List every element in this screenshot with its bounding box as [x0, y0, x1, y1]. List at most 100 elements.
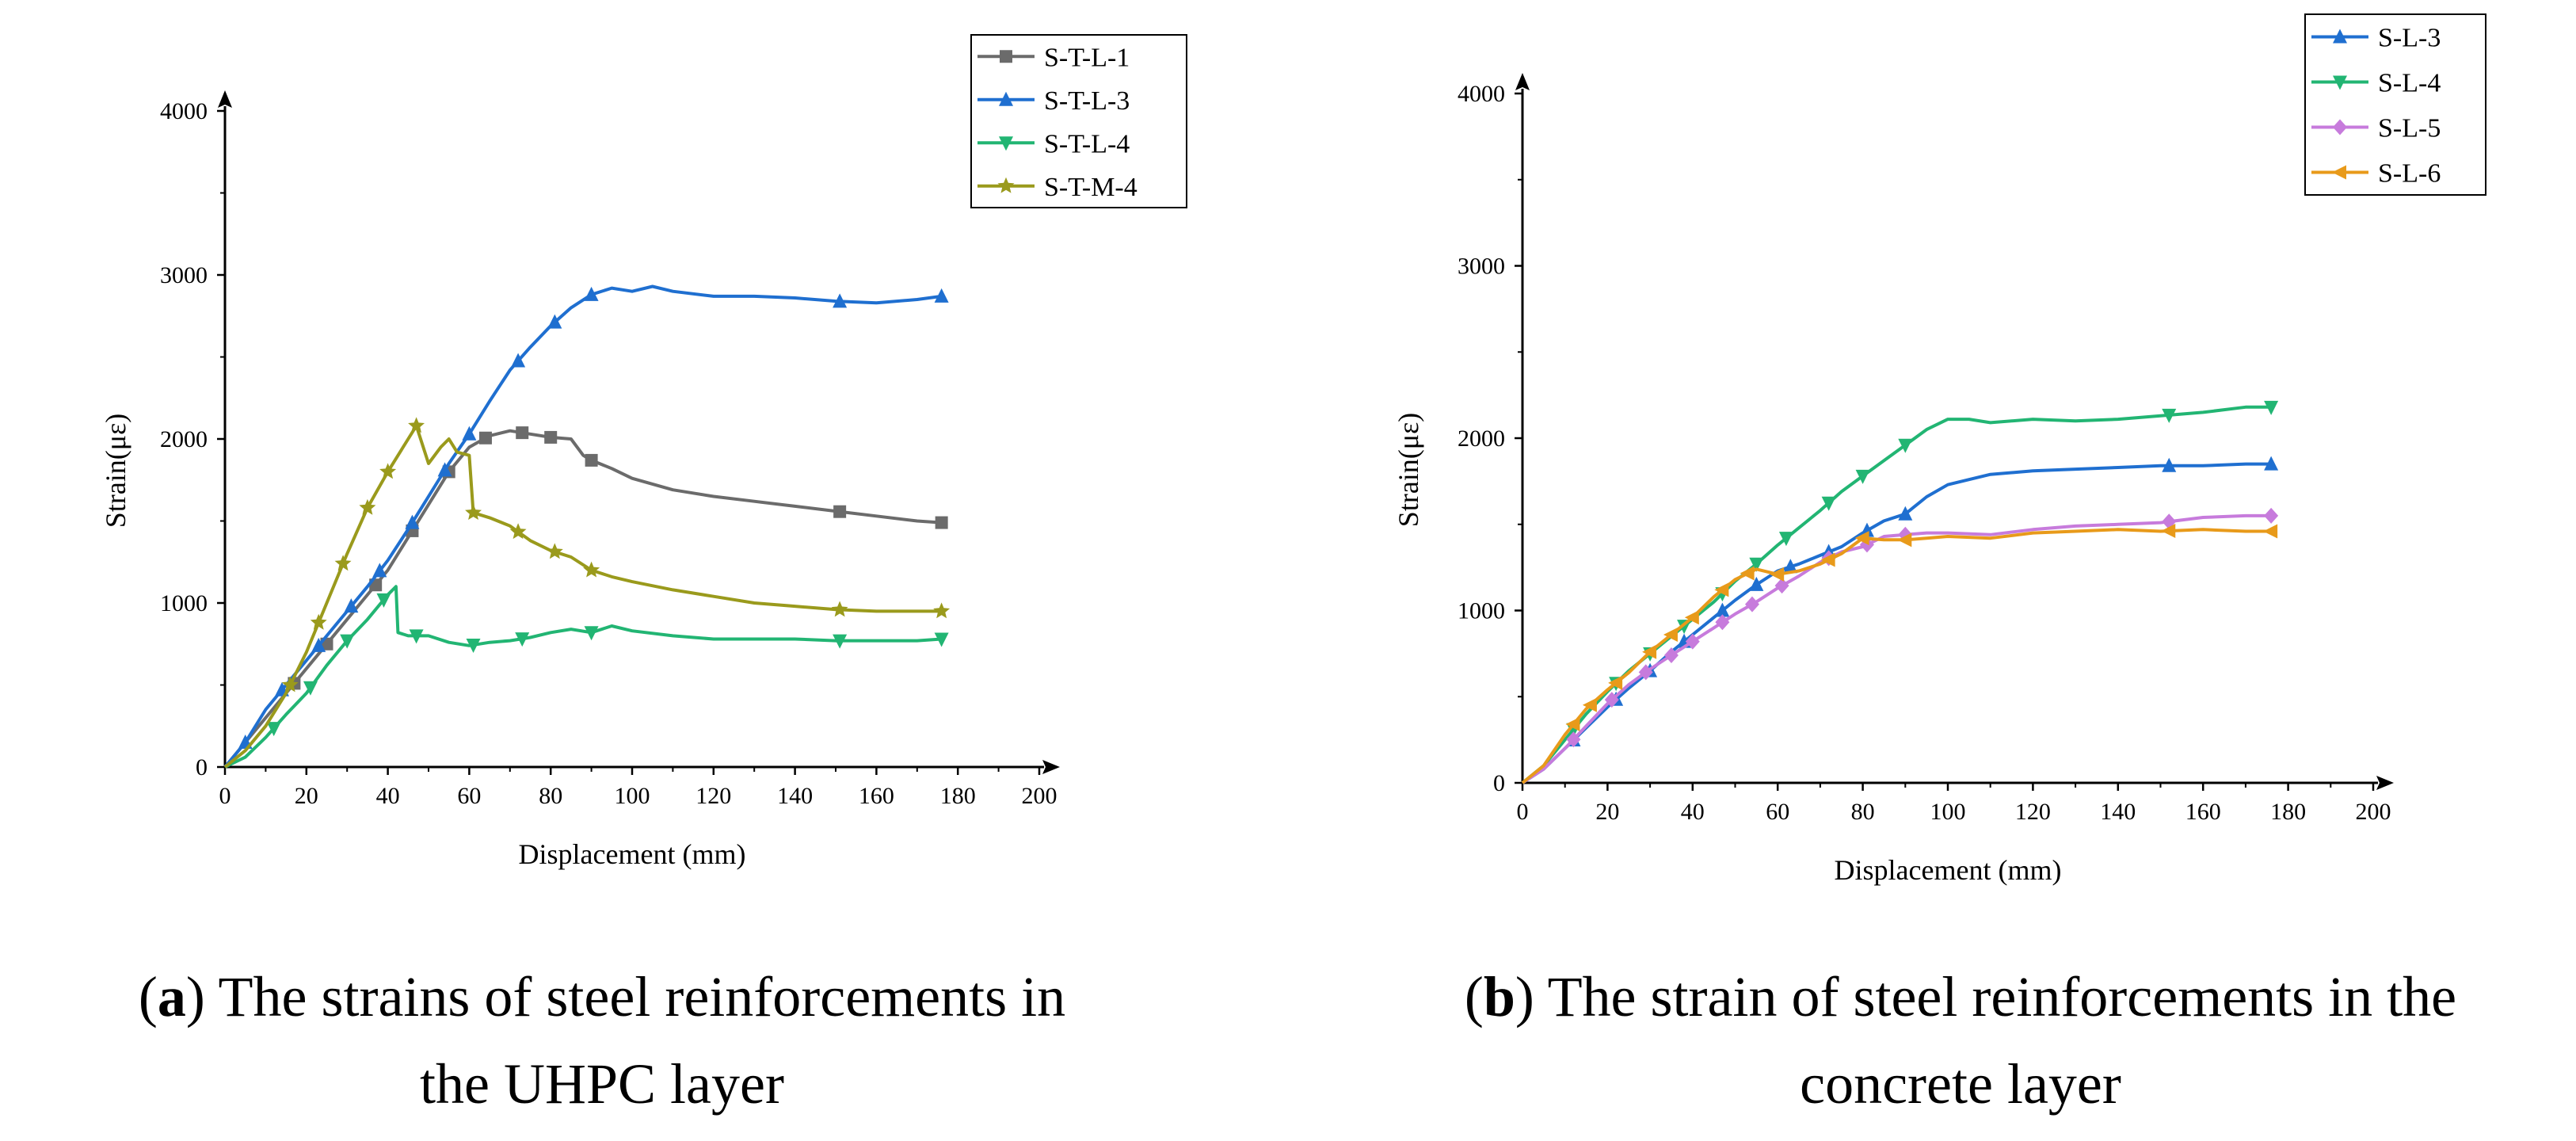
legend-label: S-L-3 — [2378, 24, 2441, 53]
data-point-marker — [934, 632, 949, 647]
data-point-marker — [1715, 614, 1730, 631]
series-S-L-5 — [1521, 507, 2279, 784]
data-point-marker — [933, 602, 951, 619]
x-tick-label: 60 — [457, 783, 481, 809]
series-S-T-L-1 — [223, 426, 948, 769]
series-S-L-3 — [1521, 456, 2279, 784]
legend-label: S-T-M-4 — [1044, 173, 1137, 202]
y-tick-label: 1000 — [1458, 598, 1505, 624]
data-point-marker — [1608, 675, 1623, 690]
series-S-T-M-4 — [223, 417, 951, 769]
legend-item: S-T-M-4 — [977, 173, 1137, 202]
series-line — [1521, 462, 2272, 784]
x-tick-label: 80 — [539, 783, 562, 809]
data-point-marker — [833, 505, 847, 518]
y-tick-label: 2000 — [160, 426, 208, 452]
x-tick-label: 120 — [2015, 799, 2051, 825]
data-point-marker — [1744, 596, 1759, 612]
data-point-marker — [584, 626, 599, 641]
data-point-marker — [1642, 644, 1657, 659]
x-tick-label: 160 — [2185, 799, 2221, 825]
x-tick-label: 100 — [615, 783, 650, 809]
y-tick-label: 0 — [196, 754, 208, 780]
data-point-marker — [465, 504, 482, 520]
x-tick-label: 100 — [1930, 799, 1966, 825]
y-axis-arrow — [1515, 73, 1530, 90]
data-point-marker — [1898, 438, 1913, 453]
data-point-marker — [409, 629, 424, 644]
data-point-marker — [478, 431, 492, 445]
x-tick-label: 40 — [1681, 799, 1705, 825]
data-point-marker — [466, 638, 481, 653]
data-point-marker — [1663, 627, 1678, 642]
caption-line-2: the UHPC layer — [420, 1052, 784, 1116]
data-point-marker — [359, 498, 376, 515]
data-point-marker — [311, 637, 326, 652]
y-axis-arrow — [218, 90, 232, 108]
caption-line-1: (a) The strains of steel reinforcements … — [139, 965, 1065, 1028]
x-tick-label: 200 — [2356, 799, 2391, 825]
data-point-marker — [1714, 582, 1729, 597]
caption-letter: a — [158, 965, 186, 1028]
data-point-marker — [546, 543, 563, 559]
data-point-marker — [1638, 664, 1653, 681]
legend-box — [970, 34, 1187, 208]
data-point-marker — [831, 601, 848, 617]
legend-marker — [1000, 50, 1012, 63]
legend-item: S-L-5 — [2311, 114, 2441, 143]
series-line — [224, 585, 942, 769]
axes: 0 20 40 60 80 100 120 140 160 180 2000100020003000… — [1458, 73, 2394, 825]
legend: S-T-L-1 S-T-L-3 S-T-L-4 S-T-M-4 — [970, 34, 1187, 208]
data-point-marker — [1854, 531, 1869, 546]
legend-marker — [999, 136, 1013, 151]
caption-line-1: (b) The strain of steel reinforcements i… — [1465, 965, 2456, 1028]
data-point-marker — [2264, 456, 2279, 471]
data-point-marker — [1783, 559, 1798, 574]
data-point-marker — [544, 430, 558, 444]
x-tick-label: 20 — [295, 783, 318, 809]
data-point-marker — [1604, 692, 1619, 708]
data-point-marker — [2162, 457, 2177, 472]
data-point-marker — [511, 353, 526, 368]
data-point-marker — [372, 563, 387, 578]
y-tick-label: 1000 — [160, 590, 208, 616]
data-point-marker — [584, 286, 599, 301]
data-point-marker — [833, 634, 848, 649]
x-axis-arrow — [2376, 776, 2394, 790]
legend-item: S-L-3 — [2311, 24, 2441, 53]
axes: 0 20 40 60 80 100 120 140 160 180 2000100020003000… — [160, 90, 1060, 809]
data-point-marker — [1770, 567, 1785, 582]
data-point-marker — [310, 613, 327, 630]
series-line — [1521, 405, 2272, 784]
caption: (b) The strain of steel reinforcements i… — [1465, 965, 2456, 1116]
data-point-marker — [1566, 731, 1581, 748]
legend-label: S-L-6 — [2378, 159, 2441, 189]
legend: S-L-3 S-L-4 S-L-5 S-L-6 — [2304, 13, 2486, 196]
data-point-marker — [437, 462, 452, 477]
x-tick-label: 140 — [777, 783, 813, 809]
x-tick-label: 20 — [1595, 799, 1619, 825]
x-axis-label: Displacement (mm) — [1835, 854, 2062, 886]
caption-letter: b — [1484, 965, 1515, 1028]
data-point-marker — [516, 426, 529, 440]
series-line — [1521, 528, 2272, 784]
data-point-marker — [1684, 610, 1699, 625]
data-point-marker — [1859, 522, 1874, 537]
data-point-marker — [303, 681, 318, 696]
data-point-marker — [376, 593, 391, 608]
data-point-marker — [934, 288, 949, 303]
data-point-marker — [515, 632, 530, 647]
series-S-T-L-3 — [223, 284, 949, 769]
legend-item: S-T-L-3 — [977, 86, 1130, 116]
y-tick-label: 3000 — [160, 262, 208, 288]
y-tick-label: 4000 — [160, 98, 208, 124]
legend-marker — [999, 91, 1013, 106]
series-line — [223, 284, 942, 769]
legend-item: S-L-4 — [2311, 69, 2441, 98]
series-line — [223, 424, 942, 769]
data-point-marker — [1820, 552, 1835, 567]
caption-line-2: concrete layer — [1800, 1052, 2121, 1116]
data-point-marker — [2161, 524, 2176, 539]
data-point-marker — [281, 676, 299, 693]
